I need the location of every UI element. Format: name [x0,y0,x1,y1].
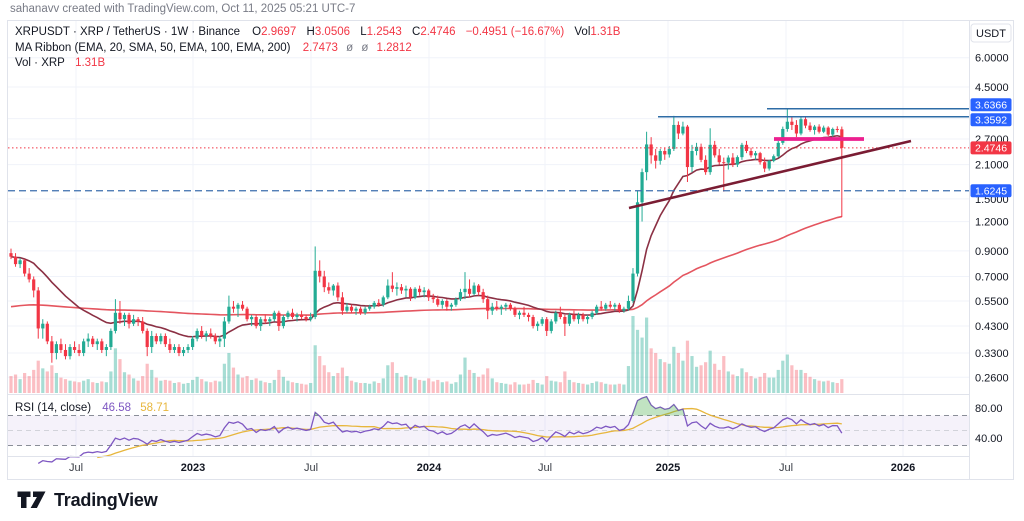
price-tick-label: 0.4300 [975,321,1009,333]
price-tick-label: 0.3300 [975,348,1009,360]
high-value: 3.0506 [314,26,351,38]
volume-label: Vol [574,26,591,38]
close-value: 2.4746 [420,26,456,38]
price-badge [970,184,1012,198]
tradingview-logo-icon [17,491,46,508]
time-tick-label: 2025 [656,462,680,474]
price-badge-label: 3.3592 [975,115,1007,127]
sma50-hidden-icon: ø [346,41,354,54]
symbol-title: XRPUSDT · XRP / TetherUS · 1W · Binance [15,26,240,38]
time-tick-label: Jul [538,462,552,474]
ma-ribbon-legend-row[interactable]: MA Ribbon (EMA, 20, SMA, 50, EMA, 100, E… [15,41,620,57]
chart-frame: 6.0000 4.5000 2.7000 2.1000 1.5000 1.2000 0.90… [7,20,1014,480]
ma-ribbon-title: MA Ribbon (EMA, 20, SMA, 50, EMA, 100, E… [15,41,291,54]
high-label: H [306,26,315,38]
chart-legend: XRPUSDT · XRP / TetherUS · 1W · Binance … [15,25,620,72]
candles-layer [9,108,844,363]
grid-layer [8,21,969,456]
low-value: 1.2543 [366,26,402,38]
rsi-tick-label: 80.00 [975,403,1003,415]
price-axis[interactable]: 6.00004.50002.70002.10001.50001.20000.90… [969,21,1013,479]
price-tick-label: 1.2000 [975,217,1009,229]
rsi-tick-label: 40.00 [975,433,1003,445]
open-value: 2.9697 [261,26,297,38]
price-tick-label: 0.5500 [975,296,1009,308]
time-tick-label: 2024 [417,462,442,474]
volume-value: 1.31B [590,26,621,38]
tradingview-logo-text: TradingView [54,489,158,510]
ema20-line [10,134,843,338]
time-tick-label: Jul [304,462,318,474]
ema200-line [10,215,842,316]
time-tick-label: Jul [779,462,793,474]
price-tick-label: 0.9000 [975,246,1009,258]
rsi-value: 46.58 [102,402,132,414]
price-badge-label: 1.6245 [975,186,1007,198]
close-label: C [412,26,421,38]
chart-canvas[interactable]: 6.00004.50002.70002.10001.50001.20000.90… [8,21,1013,479]
price-badge [970,113,1012,127]
price-badge-label: 3.6366 [975,99,1007,111]
price-badge-label: 2.4746 [975,143,1007,155]
rsi-line [37,395,843,464]
rsi-pane [8,395,969,464]
rsi-ma-line [97,407,842,459]
tradingview-logo[interactable]: TradingView [16,487,158,513]
volume-layer [9,316,844,393]
time-tick-label: 2023 [181,462,205,474]
ascending-trendline[interactable] [628,139,912,210]
time-tick-label: Jul [69,462,83,474]
volume-study-title: Vol · XRP [15,57,65,69]
price-tick-label: 6.0000 [975,53,1009,65]
ema20-value: 2.7473 [302,41,338,54]
time-axis[interactable]: Jul 2023 Jul 2024 Jul 2025 Jul 2026 [69,462,915,474]
low-label: L [360,26,367,38]
rsi-title: RSI (14, close) [15,402,92,414]
volume-legend-row[interactable]: Vol · XRP 1.31B [15,56,620,72]
watermark-attribution: sahanavv created with TradingView.com, O… [10,3,356,15]
change-value: −0.4951 (−16.67%) [465,26,565,38]
ema100-hidden-icon: ø [361,41,369,54]
open-label: O [252,26,262,38]
ema200-value: 1.2812 [376,41,412,54]
price-tick-label: 0.7000 [975,271,1009,283]
rsi-ma-value: 58.71 [140,402,170,414]
rsi-legend-row[interactable]: RSI (14, close) 46.58 58.71 [15,402,169,414]
currency-unit-label: USDT [976,28,1006,40]
overbought-fill [314,396,685,416]
price-tick-label: 4.5000 [975,82,1009,94]
price-badge [970,98,1012,112]
drawings-layer[interactable] [8,107,969,210]
currency-unit-button[interactable]: USDT [970,23,1012,43]
volume-study-value: 1.31B [75,57,106,69]
price-badge [970,141,1012,155]
time-tick-label: 2026 [891,462,915,474]
price-tick-label: 2.1000 [975,160,1009,172]
price-tick-label: 0.2600 [975,372,1009,384]
symbol-legend-row[interactable]: XRPUSDT · XRP / TetherUS · 1W · Binance … [15,25,620,41]
